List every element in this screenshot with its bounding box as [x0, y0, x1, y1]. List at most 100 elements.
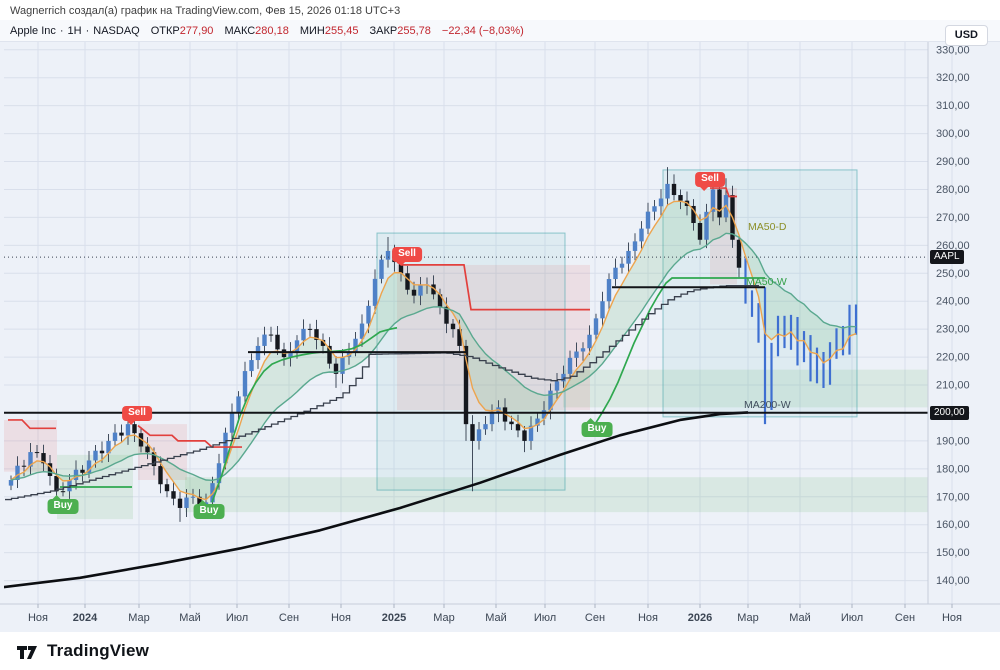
candle — [106, 440, 111, 454]
candle — [119, 432, 124, 436]
candle — [463, 345, 469, 425]
price-tick-label: 210,00 — [936, 380, 970, 392]
candle — [587, 334, 592, 349]
time-axis: Ноя 2024 Мар Май Июл Сен Ноя 2025 Мар Май Июл Сен Но… — [28, 604, 962, 624]
time-tick-label: 2024 — [73, 612, 98, 624]
candle — [229, 412, 235, 433]
candle — [639, 228, 644, 242]
candle — [593, 318, 599, 335]
candle — [580, 348, 586, 352]
ma200w-line-layer — [4, 411, 749, 589]
candle — [346, 351, 352, 357]
candle — [158, 466, 163, 485]
time-tick-label: Июл — [226, 612, 248, 624]
ma-cloud-fill-layer — [11, 201, 856, 500]
candle — [236, 396, 241, 413]
attribution-bar: Wagnerrich создал(а) график на TradingVi… — [0, 0, 1000, 20]
candle — [190, 496, 196, 498]
ma-label: MA50-D — [748, 221, 787, 233]
candle — [359, 323, 365, 339]
time-tick-label: 2025 — [382, 612, 406, 624]
tradingview-wordmark[interactable]: TradingView — [47, 641, 150, 660]
candle — [314, 329, 319, 340]
candle — [489, 412, 495, 425]
ma50w-segment — [594, 277, 765, 425]
stepped-baseline — [5, 284, 759, 501]
candle — [8, 480, 14, 486]
currency-toggle-button[interactable]: USD — [944, 25, 988, 46]
candle — [242, 371, 248, 397]
candle — [372, 278, 378, 306]
candle — [522, 430, 527, 441]
price-tick-label: 150,00 — [936, 547, 970, 559]
trailing-stop-segment — [8, 419, 56, 430]
candle — [671, 183, 677, 196]
time-tick-label: Мар — [433, 612, 455, 624]
candle — [697, 223, 703, 240]
time-tick-label: Ноя — [28, 612, 48, 624]
candle — [60, 491, 66, 493]
sell-signal-label: Sell — [122, 406, 152, 426]
price-tick-label: 260,00 — [936, 240, 970, 252]
price-tick-label: 240,00 — [936, 296, 970, 308]
candle — [548, 390, 553, 411]
candle — [125, 424, 131, 436]
candle — [177, 498, 183, 508]
price-tick-label: 220,00 — [936, 352, 970, 364]
candle — [444, 306, 449, 324]
price-tick-label: 310,00 — [936, 100, 970, 112]
ma50w-line-layer — [60, 277, 765, 503]
candle — [450, 323, 456, 330]
trailing-stop-segment — [710, 187, 737, 198]
tradingview-logo-icon[interactable] — [16, 640, 39, 663]
chart-area[interactable]: 140,00 150,00 160,00 170,00 180,00 190,00 200,… — [0, 20, 1000, 633]
candle — [99, 450, 105, 454]
candle — [431, 284, 436, 295]
candle — [340, 356, 345, 374]
candle — [600, 301, 605, 319]
level-lines-layer — [4, 286, 928, 414]
time-tick-label: Май — [789, 612, 811, 624]
candle — [320, 339, 326, 346]
candle — [47, 463, 53, 476]
ma50w-segment — [211, 326, 398, 503]
time-tick-label: Мар — [128, 612, 150, 624]
price-tick-label: 250,00 — [936, 268, 970, 280]
candle — [645, 211, 651, 229]
price-tick-label: 140,00 — [936, 575, 970, 587]
candle — [288, 351, 293, 358]
candle — [333, 363, 339, 374]
candle — [483, 424, 488, 430]
time-tick-label: Сен — [895, 612, 915, 624]
legend-separator: · — [85, 24, 90, 37]
price-tick-label: 320,00 — [936, 72, 970, 84]
candle — [86, 460, 92, 473]
level-price-badge: 200,00 — [930, 405, 969, 420]
time-tick-label: Июл — [841, 612, 863, 624]
ma-slow-line — [10, 232, 857, 482]
ma-fast-line — [10, 200, 857, 501]
axes-layer — [0, 41, 1000, 605]
candle — [437, 294, 443, 307]
ma200w-line — [4, 411, 749, 589]
ma-label: MA200-W — [744, 399, 791, 411]
candle — [34, 452, 40, 454]
candle — [535, 418, 540, 426]
price-chart-canvas[interactable]: 140,00 150,00 160,00 170,00 180,00 190,00 200,… — [0, 20, 1000, 632]
candle — [41, 453, 46, 464]
candle — [28, 452, 33, 467]
candle — [301, 328, 306, 341]
time-tick-label: Сен — [279, 612, 299, 624]
stepped-baseline-layer — [5, 284, 759, 501]
candle — [528, 425, 534, 441]
legend-open: ОТКР277,90 — [150, 24, 214, 37]
price-tick-label: 290,00 — [936, 156, 970, 168]
candle — [353, 338, 358, 352]
candle — [132, 424, 137, 434]
candle — [678, 195, 683, 201]
legend-close: ЗАКР255,78 — [369, 24, 431, 37]
symbol-legend[interactable]: Apple Inc · 1H · NASDAQ ОТКР277,90 МАКС2… — [0, 20, 1000, 42]
time-tick-label: Мар — [737, 612, 759, 624]
candle — [385, 250, 391, 260]
time-tick-label: Ноя — [331, 612, 351, 624]
